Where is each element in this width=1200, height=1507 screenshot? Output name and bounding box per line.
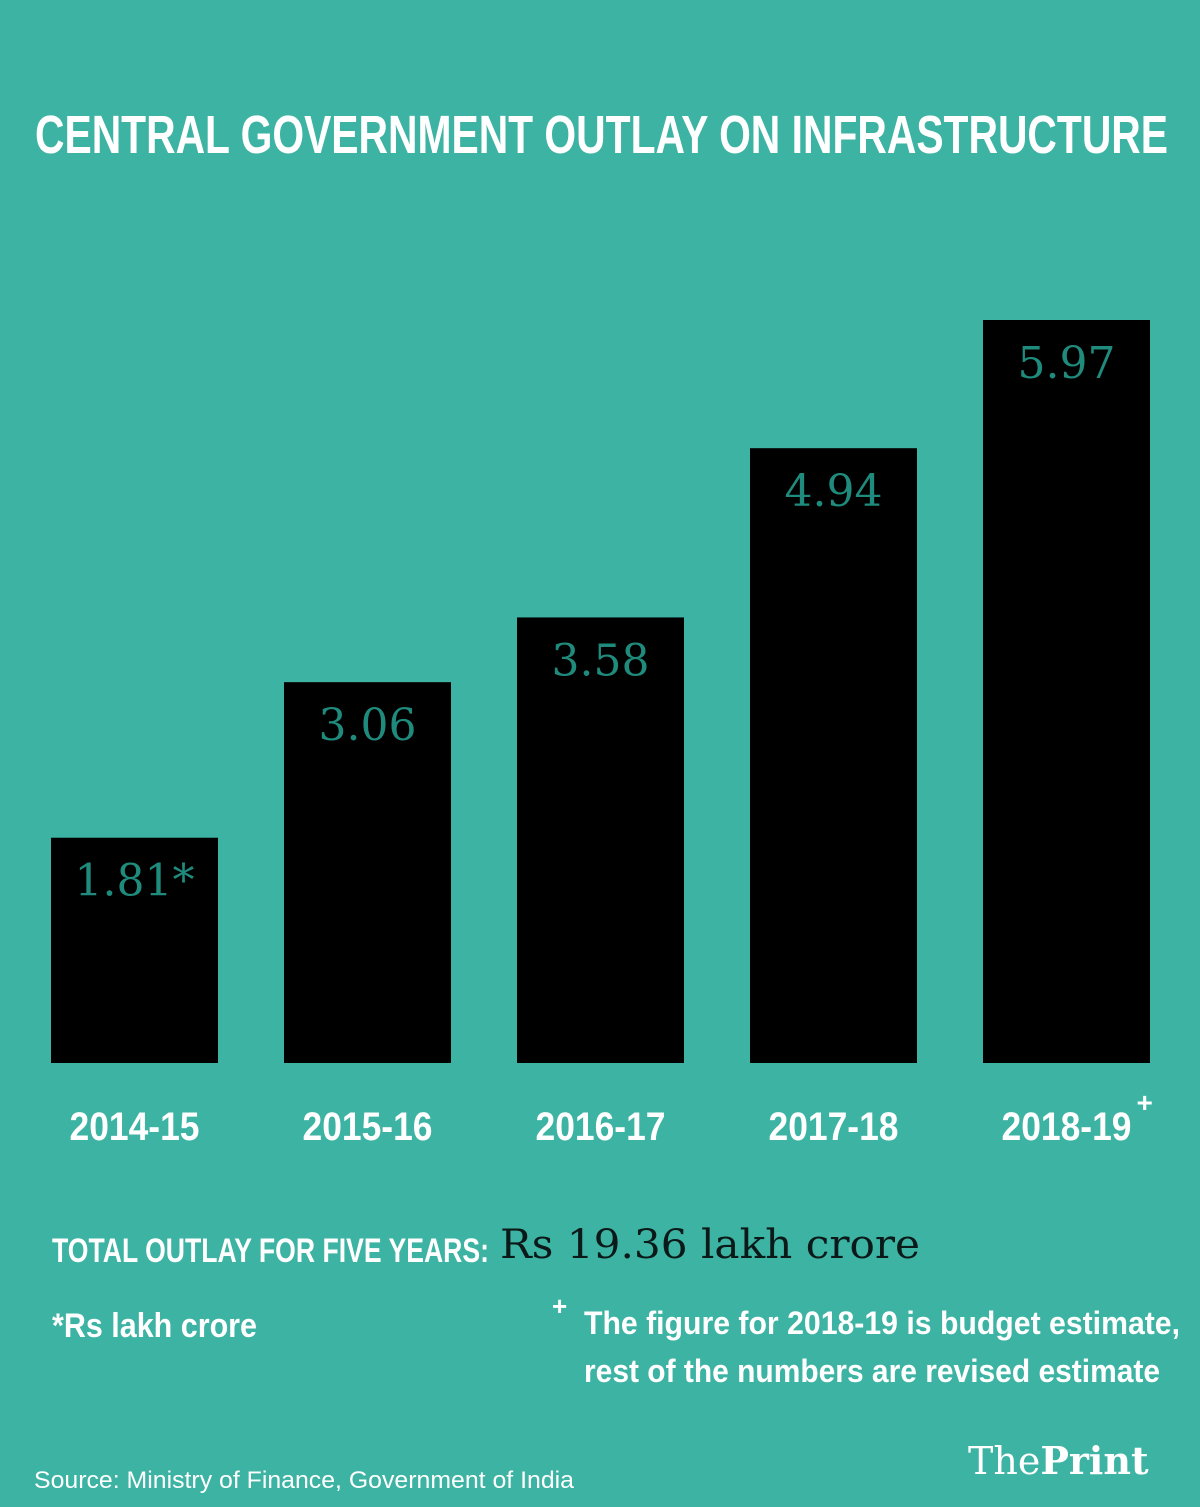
x-tick-label: 2015-16 <box>303 1105 433 1149</box>
value-label: 5.97 <box>1018 338 1116 389</box>
category-note: + <box>1137 1087 1153 1118</box>
footnote-line: rest of the numbers are revised estimate <box>584 1353 1160 1389</box>
total-label: TOTAL OUTLAY FOR FIVE YEARS: <box>52 1232 489 1270</box>
footnote-line: The figure for 2018-19 is budget estimat… <box>584 1305 1180 1341</box>
x-tick-label: 2014-15 <box>70 1105 200 1149</box>
total-value: Rs 19.36 lakh crore <box>500 1222 920 1268</box>
bars: 1.81* 2014-15 3.06 2015-16 3.58 2016-17 4.94 20… <box>51 320 1153 1149</box>
chart-title: CENTRAL GOVERNMENT OUTLAY ON INFRASTRUCT… <box>35 105 1168 165</box>
bar <box>983 320 1150 1063</box>
bar <box>51 837 218 1063</box>
value-label: 3.06 <box>319 700 417 751</box>
bar <box>517 617 684 1063</box>
value-label: 1.81* <box>75 856 195 907</box>
value-label: 3.58 <box>552 635 650 686</box>
x-tick-label: 2016-17 <box>536 1105 666 1149</box>
x-tick-label: 2018-19 <box>1002 1105 1132 1149</box>
brand-part: Print <box>1040 1438 1149 1483</box>
bar <box>284 682 451 1063</box>
x-tick-label: 2017-18 <box>769 1105 899 1149</box>
source: Source: Ministry of Finance, Government … <box>34 1467 575 1494</box>
footnote-marker: + <box>552 1291 567 1321</box>
brand-part: The <box>968 1439 1040 1483</box>
brand: ThePrint <box>968 1438 1149 1483</box>
unit-note: *Rs lakh crore <box>52 1307 257 1345</box>
bar <box>750 448 917 1063</box>
value-label: 4.94 <box>785 466 883 517</box>
